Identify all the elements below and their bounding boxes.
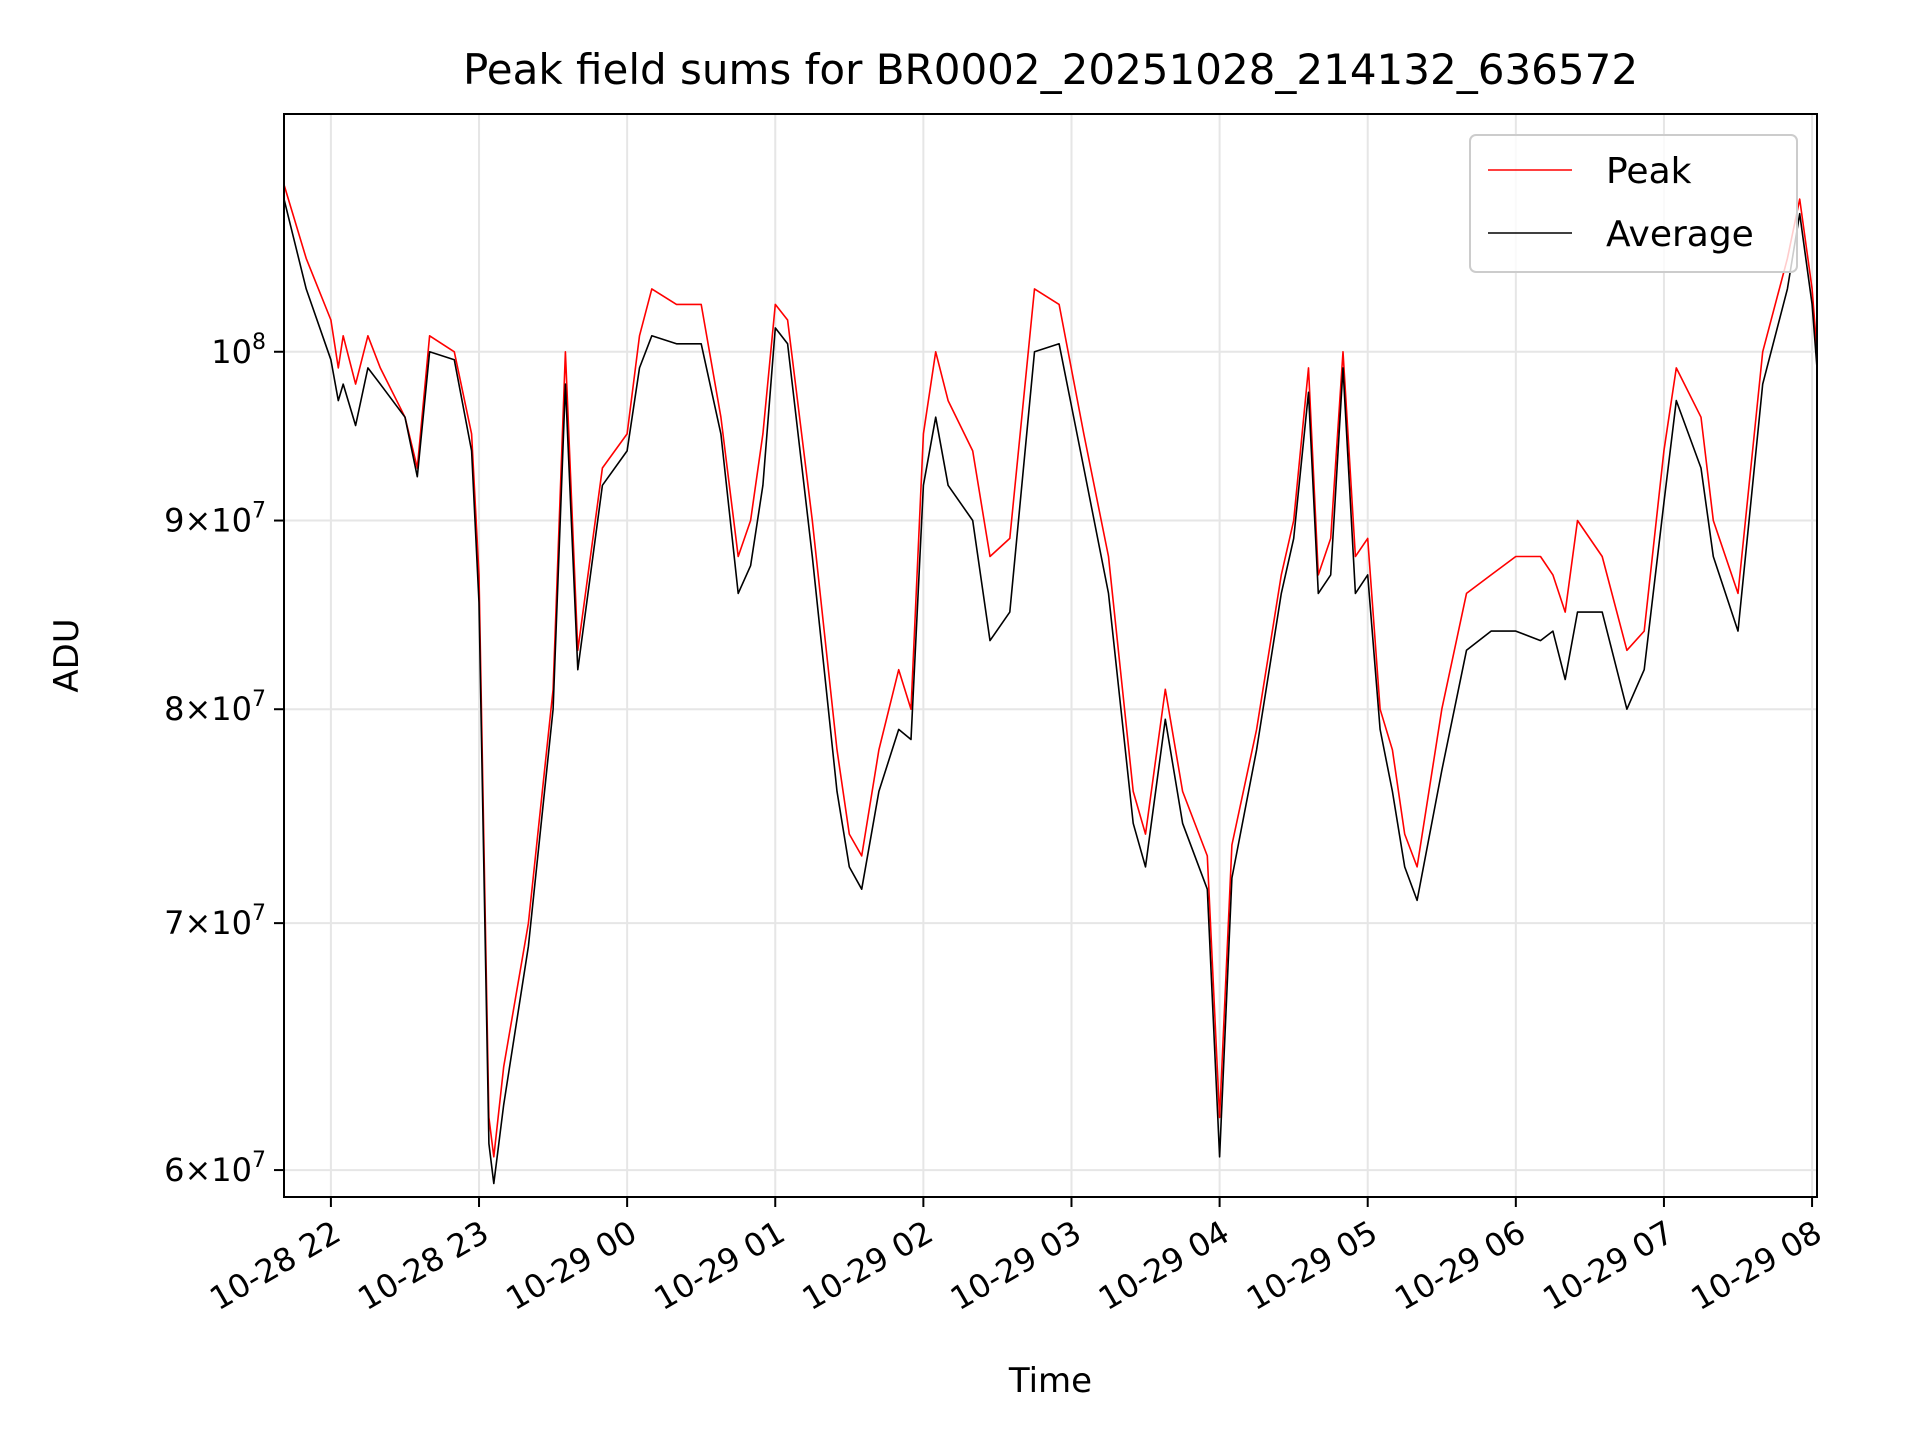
y-tick-label: 6×107 [164,1148,266,1189]
legend-label-peak: Peak [1606,151,1692,192]
y-tick-label: 8×107 [164,687,266,728]
plot-area-frame [283,113,1818,1198]
y-tick-label: 7×107 [164,901,266,942]
x-axis-title: Time [1008,1361,1092,1401]
legend: Peak Average [1469,134,1798,273]
y-tick-label: 108 [211,330,266,371]
y-tick-label: 9×107 [164,499,266,540]
series-line-average [283,198,1818,1185]
series-line-peak [283,184,1818,1158]
y-axis-ticks: 6×107 7×107 8×107 9×107 108 [164,330,284,1189]
legend-label-average: Average [1606,214,1754,255]
series-layer [283,184,1818,1185]
chart-title: Peak field sums for BR0002_20251028_2141… [463,45,1638,94]
y-axis-title: ADU [47,618,87,692]
grid [284,114,1817,1197]
